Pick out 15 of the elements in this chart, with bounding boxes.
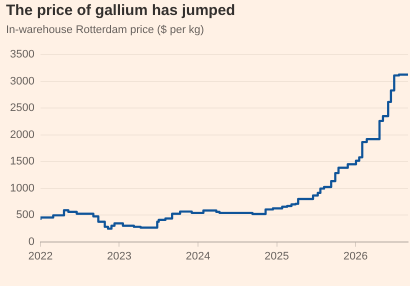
y-tick-label: 0 bbox=[28, 236, 34, 248]
x-tick-label: 2024 bbox=[186, 250, 210, 262]
y-tick-label: 2000 bbox=[10, 128, 34, 141]
y-tick-label: 1500 bbox=[10, 156, 34, 168]
x-tick-label: 2022 bbox=[28, 250, 53, 262]
chart-title: The price of gallium has jumped bbox=[6, 2, 236, 19]
x-tick-label: 2026 bbox=[343, 250, 368, 262]
chart-subtitle: In-warehouse Rotterdam price ($ per kg) bbox=[6, 24, 204, 36]
y-tick-label: 500 bbox=[16, 209, 34, 222]
y-tick-label: 3500 bbox=[10, 48, 34, 61]
y-tick-label: 2500 bbox=[10, 102, 34, 114]
x-tick-label: 2025 bbox=[264, 250, 290, 262]
x-tick-label: 2023 bbox=[107, 250, 132, 262]
y-tick-label: 1000 bbox=[10, 182, 34, 194]
y-tick-label: 3000 bbox=[10, 75, 34, 88]
